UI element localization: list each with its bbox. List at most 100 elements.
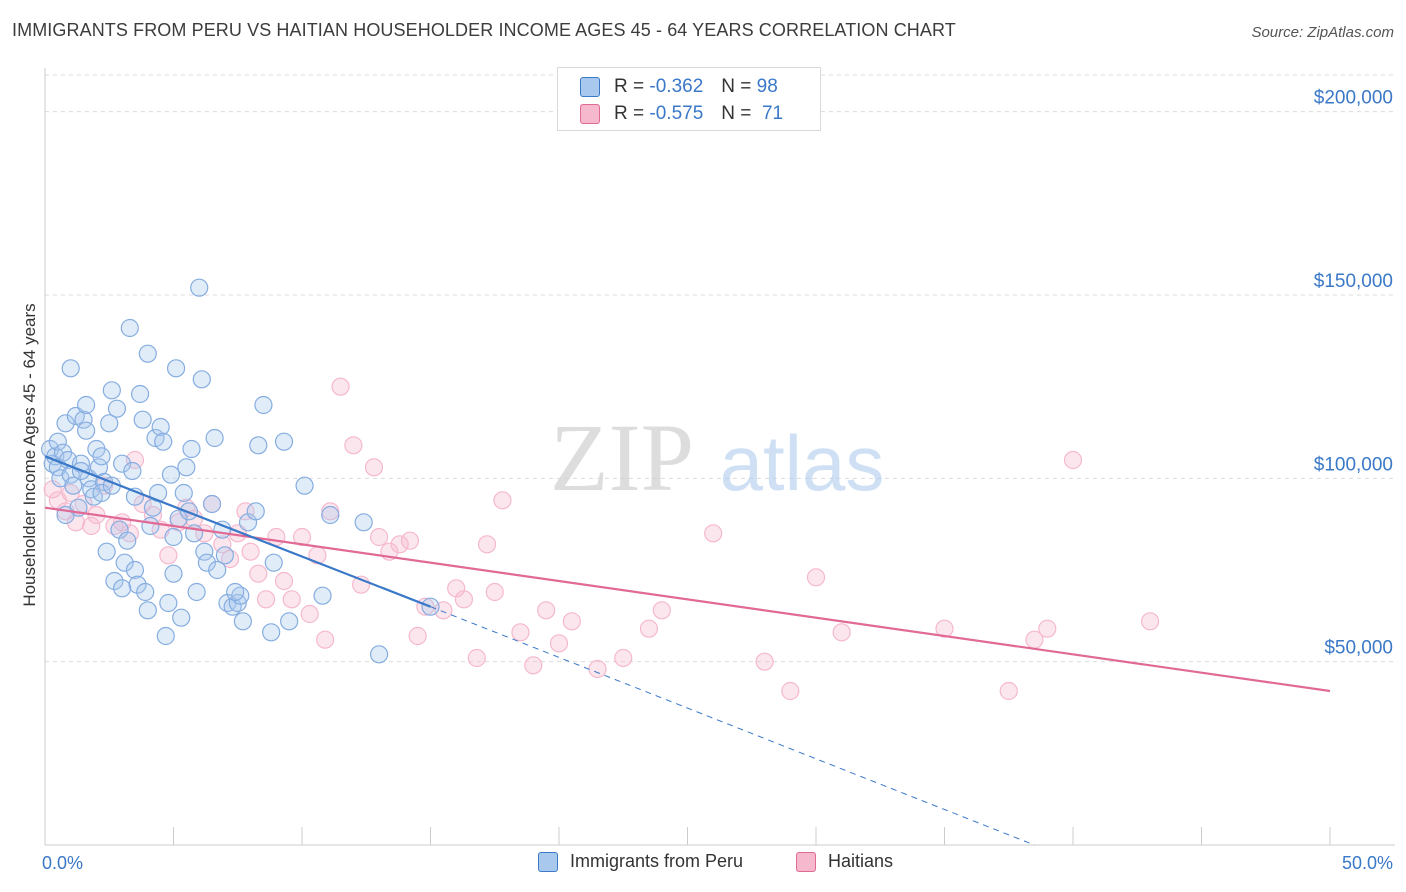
source-label: Source: ZipAtlas.com <box>1251 24 1394 41</box>
haitians-point <box>454 590 474 609</box>
peru-point <box>128 575 147 594</box>
haitians-point <box>159 546 178 565</box>
haitians-point <box>213 535 232 554</box>
haitians-point <box>249 564 268 583</box>
peru-point <box>64 476 83 495</box>
haitians-point <box>370 527 389 547</box>
peru-point <box>97 542 116 561</box>
tick-labels: $50,000 $100,000 $150,000 $200,000 0.0% 50.0% <box>42 88 1393 873</box>
haitians-point <box>652 601 671 620</box>
peru-trend-line <box>44 455 431 608</box>
peru-point <box>274 432 294 451</box>
peru-point <box>138 344 157 363</box>
haitians-point <box>806 568 826 587</box>
bottom-legend-swatch-peru <box>538 851 558 872</box>
haitians-point <box>390 535 409 554</box>
peru-point <box>321 505 340 525</box>
y-axis-title: Householder Income Ages 45 - 64 years <box>20 303 39 606</box>
peru-point <box>138 601 157 620</box>
x-tick-label-min: 0.0% <box>42 853 83 873</box>
peru-point <box>48 432 67 451</box>
peru-point <box>226 582 245 602</box>
peru-point <box>123 461 142 481</box>
peru-point <box>118 531 137 550</box>
bottom-legend-haitians[interactable]: Haitians <box>796 851 893 872</box>
peru-point <box>164 564 183 583</box>
x-tick-label-max: 50.0% <box>1342 853 1393 873</box>
haitians-point <box>781 681 800 701</box>
peru-point <box>159 593 178 613</box>
haitians-point <box>467 648 486 668</box>
peru-point <box>246 502 265 521</box>
haitians-point <box>66 513 85 532</box>
haitians-point <box>549 634 569 653</box>
trend-lines <box>44 455 1331 846</box>
haitians-point <box>935 619 954 638</box>
bottom-legend-label-peru: Immigrants from Peru <box>570 851 744 871</box>
haitians-point <box>316 630 335 649</box>
peru-point <box>182 439 201 459</box>
peru-point <box>125 560 145 580</box>
peru-point <box>133 410 152 429</box>
peru-point <box>354 513 373 532</box>
peru-point <box>197 553 217 572</box>
haitians-point <box>704 524 723 543</box>
haitians-point <box>408 626 427 646</box>
peru-point <box>77 395 96 415</box>
haitians-point <box>256 590 276 609</box>
haitians-point <box>485 582 504 602</box>
peru-point <box>205 428 224 448</box>
peru-point <box>154 432 173 451</box>
peru-point <box>195 542 214 561</box>
haitians-point <box>292 527 312 547</box>
peru-point <box>100 414 119 433</box>
legend-n-label: N = <box>721 103 752 124</box>
y-tick-label: $100,000 <box>1314 454 1393 475</box>
peru-point <box>164 527 183 547</box>
peru-point <box>136 582 155 602</box>
haitians-point <box>614 648 633 668</box>
haitians-trend-line <box>44 506 1331 693</box>
haitians-point <box>524 656 543 675</box>
haitians-point <box>331 377 350 396</box>
peru-trend-extension <box>430 606 1035 846</box>
legend-n-value: 98 <box>756 76 778 97</box>
watermark-atlas: atlas <box>720 419 885 507</box>
haitians-point <box>755 652 774 671</box>
haitians-point <box>344 436 363 455</box>
peru-point <box>112 579 132 598</box>
grid-lines <box>45 74 1395 663</box>
peru-point <box>105 571 124 591</box>
peru-point <box>215 546 234 565</box>
haitians-point <box>282 590 301 609</box>
peru-points <box>41 278 440 664</box>
haitians-point <box>562 612 581 631</box>
legend-swatch-haitians <box>580 104 600 124</box>
haitians-point <box>267 527 286 547</box>
peru-point <box>370 645 389 664</box>
watermark: ZIP atlas <box>550 404 884 511</box>
haitians-point <box>300 604 319 624</box>
y-tick-label: $150,000 <box>1314 271 1393 292</box>
haitians-point <box>511 623 530 642</box>
peru-point <box>115 553 134 572</box>
peru-point <box>202 494 222 514</box>
haitians-point <box>999 681 1018 701</box>
peru-point <box>56 414 75 433</box>
haitians-point <box>400 531 420 550</box>
peru-point <box>92 483 111 503</box>
peru-point <box>190 278 209 297</box>
peru-point <box>92 447 111 466</box>
peru-point <box>161 465 181 484</box>
haitians-point <box>61 483 80 503</box>
haitians-point <box>236 502 255 521</box>
bottom-legend-peru[interactable]: Immigrants from Peru <box>538 851 743 872</box>
legend-r-value: -0.575 <box>649 103 704 124</box>
legend-r-label: R = <box>614 103 645 124</box>
legend-n-label: N = <box>721 76 752 97</box>
haitians-point <box>1063 450 1083 470</box>
haitians-point <box>364 458 384 477</box>
peru-point <box>208 560 227 580</box>
haitians-point <box>241 542 260 561</box>
